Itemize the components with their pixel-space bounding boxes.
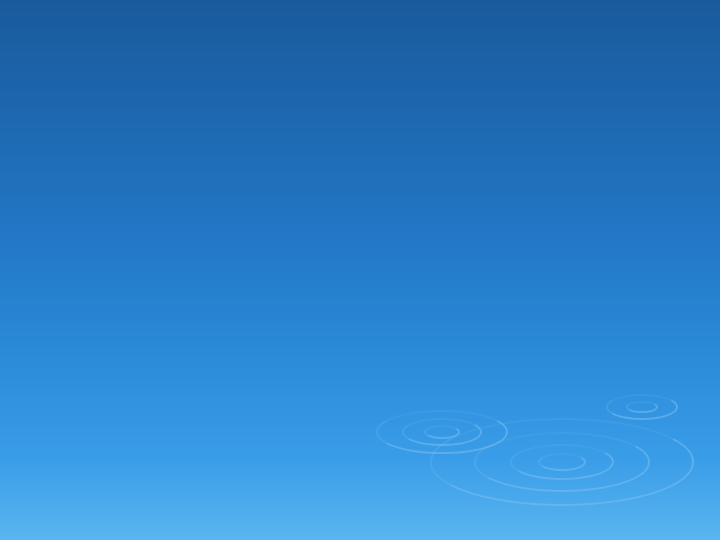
ripple-ring [510, 444, 614, 480]
slide-title-container: Тест "Оценка собственного поведения в ко… [40, 179, 680, 275]
ripple-ring [376, 410, 508, 455]
ripple-ring [424, 425, 460, 439]
ripple-ring [402, 418, 482, 446]
ripple-ring [430, 418, 694, 505]
ripple-ring [606, 394, 678, 420]
ripple-ring [474, 432, 650, 491]
ripple-ring [626, 401, 658, 414]
ripple-decoration [270, 310, 720, 540]
ripple-ring [538, 453, 586, 471]
